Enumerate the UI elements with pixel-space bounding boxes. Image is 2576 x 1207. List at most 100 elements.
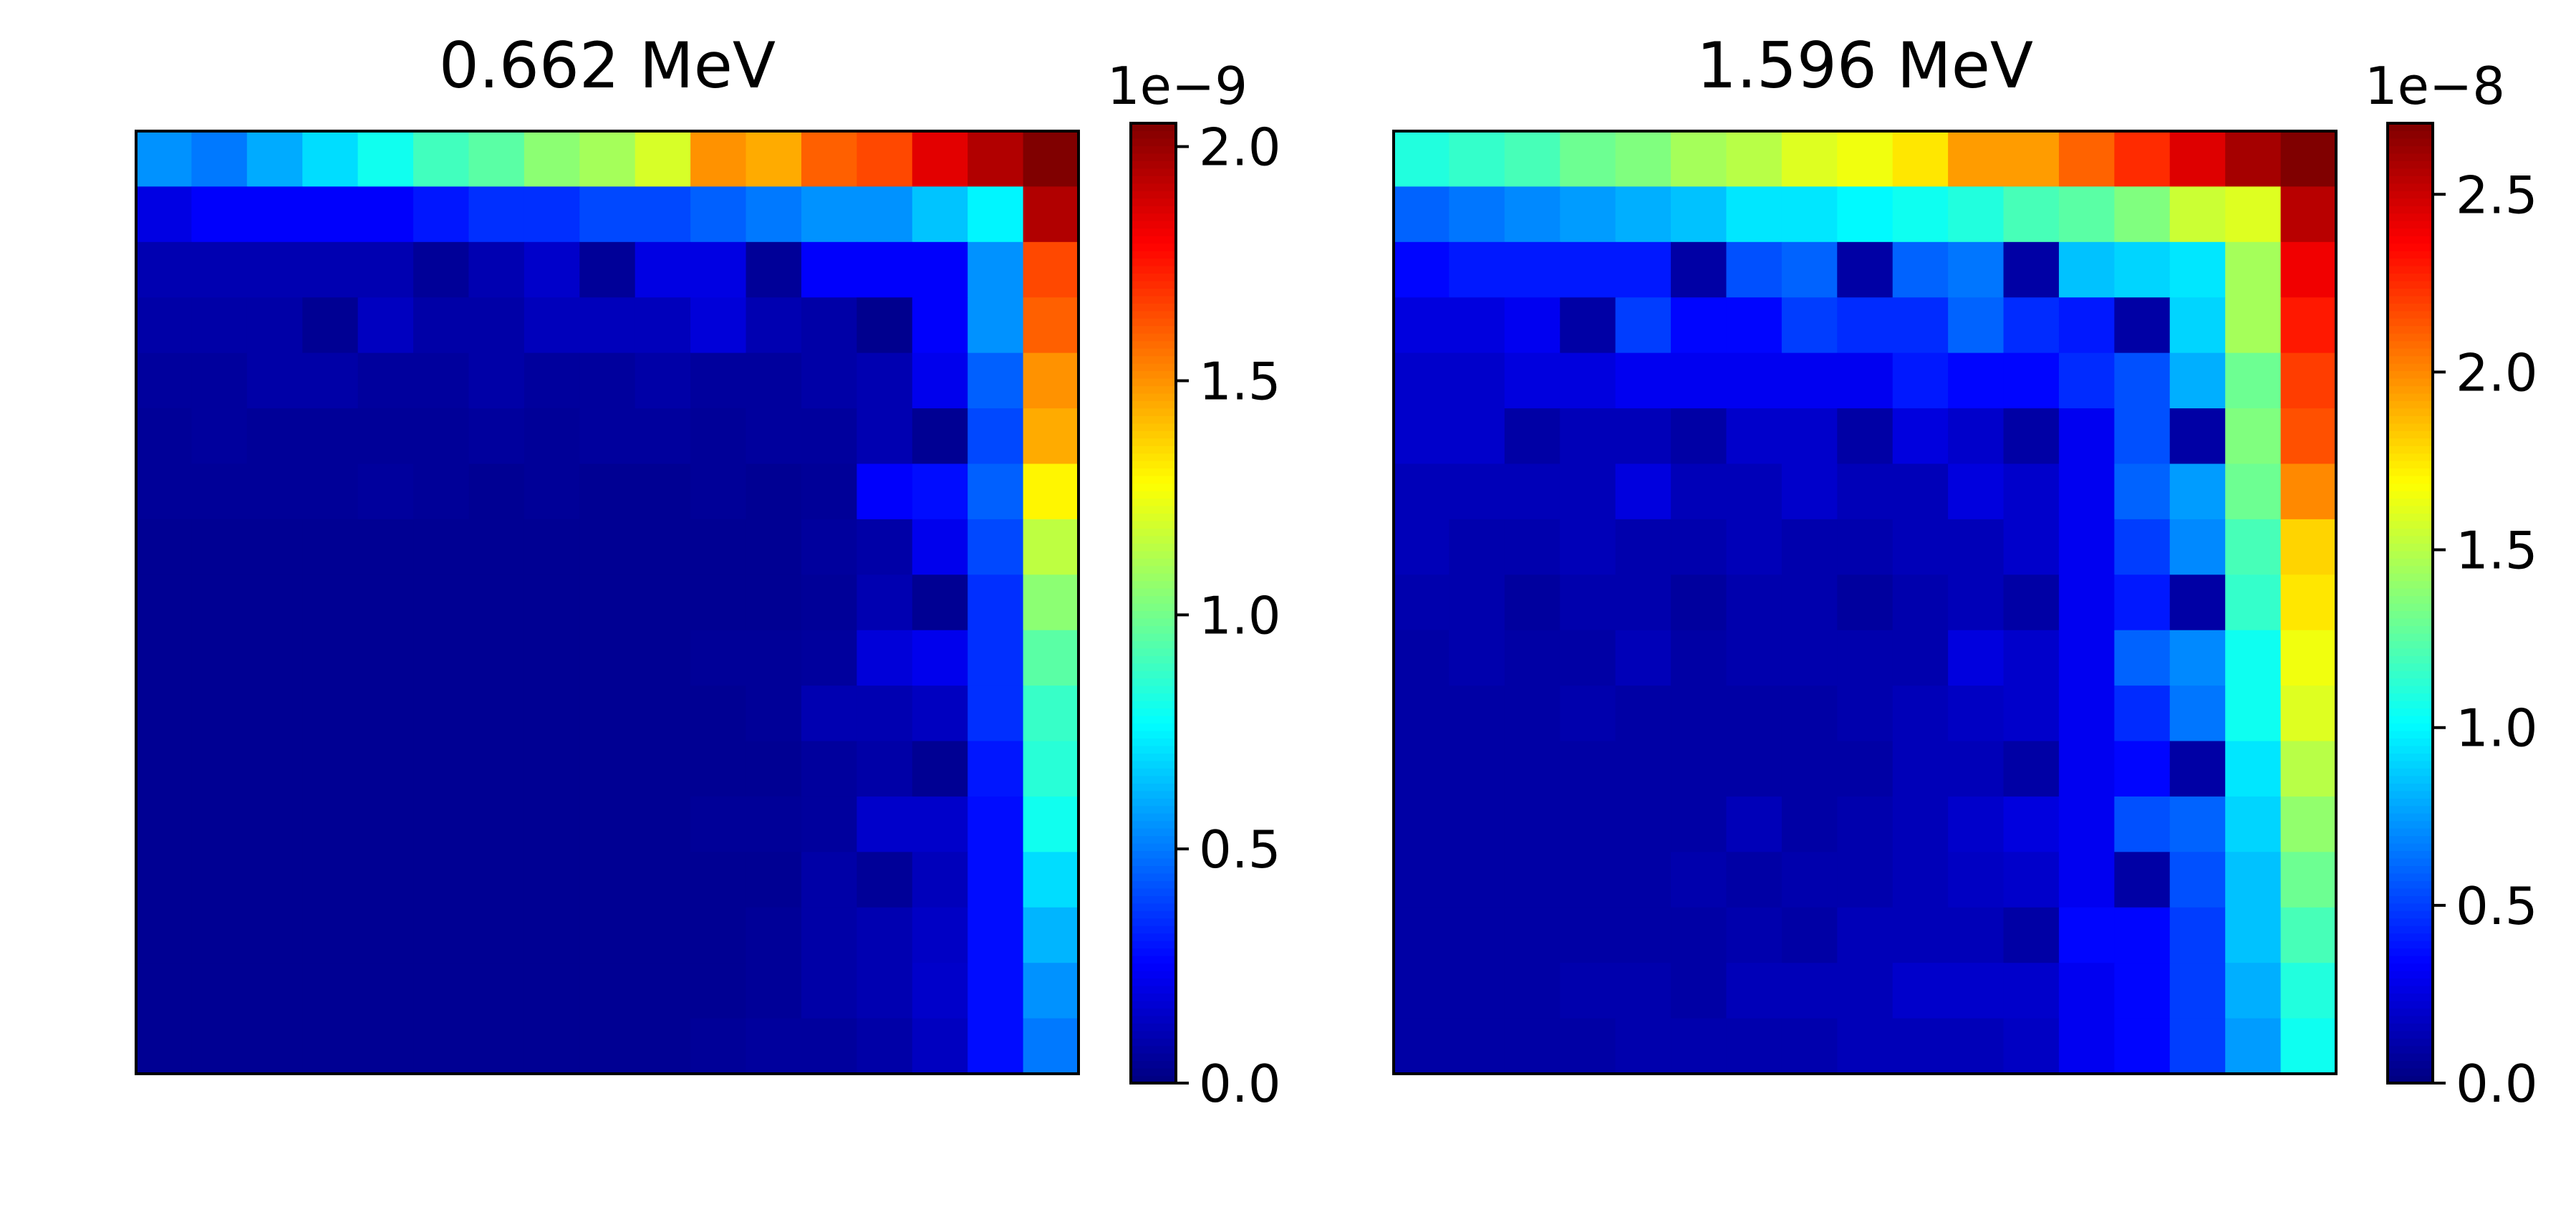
heatmap-cell bbox=[302, 963, 359, 1019]
heatmap-cell bbox=[136, 131, 193, 188]
heatmap-cell bbox=[968, 907, 1024, 963]
heatmap-cell bbox=[746, 741, 802, 797]
colorbar-band bbox=[2388, 1053, 2433, 1062]
colorbar-band bbox=[1131, 1038, 1176, 1047]
colorbar-band bbox=[1131, 145, 1176, 154]
heatmap-cell bbox=[524, 630, 580, 686]
heatmap-cell bbox=[1726, 741, 1783, 797]
colorbar-band bbox=[2388, 798, 2433, 807]
colorbar-band bbox=[2388, 768, 2433, 776]
heatmap-cell bbox=[246, 574, 303, 631]
colorbar-band bbox=[1131, 363, 1176, 372]
heatmap-cell bbox=[2280, 352, 2337, 409]
colorbar-band bbox=[2388, 250, 2433, 259]
heatmap-cell bbox=[2225, 1018, 2282, 1074]
colorbar-band bbox=[1131, 303, 1176, 312]
heatmap-cell bbox=[1023, 131, 1079, 188]
heatmap-cell bbox=[2280, 907, 2337, 963]
colorbar-band bbox=[2388, 236, 2433, 244]
heatmap-cell bbox=[2114, 131, 2171, 188]
heatmap-cell bbox=[1671, 352, 1727, 409]
heatmap-cell bbox=[1781, 741, 1838, 797]
heatmap-cell bbox=[1560, 297, 1616, 354]
heatmap-cell bbox=[2169, 907, 2226, 963]
heatmap-cell bbox=[1892, 463, 1949, 520]
heatmap-cell bbox=[857, 796, 913, 852]
heatmap-cell bbox=[912, 907, 968, 963]
heatmap-cell bbox=[1504, 241, 1560, 298]
colorbar-band bbox=[1131, 355, 1176, 364]
heatmap-cell bbox=[2169, 630, 2226, 686]
heatmap-cell bbox=[1504, 352, 1560, 409]
colorbar-tick-label: 0.0 bbox=[2456, 1054, 2538, 1114]
colorbar-band bbox=[2388, 168, 2433, 176]
colorbar-band bbox=[1131, 941, 1176, 949]
heatmap-cell bbox=[2280, 796, 2337, 852]
heatmap-cell bbox=[246, 963, 303, 1019]
colorbar-band bbox=[2388, 805, 2433, 814]
heatmap-cell bbox=[2003, 796, 2060, 852]
heatmap-cell bbox=[524, 131, 580, 188]
colorbar-band bbox=[2388, 446, 2433, 454]
colorbar-frame bbox=[2386, 122, 2434, 1085]
heatmap-cell bbox=[524, 463, 580, 520]
heatmap-cell bbox=[468, 741, 525, 797]
heatmap-cell bbox=[1671, 1018, 1727, 1074]
heatmap-cell bbox=[690, 1018, 747, 1074]
colorbar-band bbox=[2388, 461, 2433, 469]
heatmap-cell bbox=[2169, 352, 2226, 409]
colorbar-band bbox=[2388, 558, 2433, 567]
heatmap-cell bbox=[2225, 352, 2282, 409]
heatmap-cell bbox=[1560, 852, 1616, 908]
heatmap-cell bbox=[302, 630, 359, 686]
heatmap-cell bbox=[857, 574, 913, 631]
heatmap-cell bbox=[1023, 907, 1079, 963]
heatmap-cell bbox=[1560, 796, 1616, 852]
colorbar-band bbox=[1131, 130, 1176, 139]
colorbar-band bbox=[2388, 775, 2433, 784]
colorbar-gradient bbox=[2388, 123, 2433, 1084]
heatmap-cell bbox=[1726, 408, 1783, 465]
heatmap-cell bbox=[1948, 297, 2005, 354]
heatmap-cell bbox=[1449, 852, 1505, 908]
colorbar-band bbox=[1131, 505, 1176, 514]
colorbar-band bbox=[2388, 303, 2433, 312]
colorbar-band bbox=[1131, 648, 1176, 656]
colorbar-band bbox=[1131, 993, 1176, 1001]
heatmap-cell bbox=[524, 352, 580, 409]
heatmap-cell bbox=[1781, 907, 1838, 963]
colorbar-band bbox=[2388, 198, 2433, 206]
heatmap-frame bbox=[1392, 130, 2338, 1075]
heatmap-cell bbox=[1837, 574, 1894, 631]
heatmap-cell bbox=[2003, 907, 2060, 963]
heatmap-cell bbox=[1023, 519, 1079, 575]
colorbar-band bbox=[2388, 476, 2433, 484]
heatmap-cell bbox=[1892, 630, 1949, 686]
heatmap-cell bbox=[1449, 796, 1505, 852]
heatmap-cell bbox=[857, 1018, 913, 1074]
heatmap-cell bbox=[1504, 186, 1560, 243]
colorbar-band bbox=[1131, 221, 1176, 229]
heatmap-cell bbox=[1837, 741, 1894, 797]
colorbar-band bbox=[1131, 160, 1176, 169]
heatmap-cell bbox=[1671, 186, 1727, 243]
heatmap-cell bbox=[413, 907, 470, 963]
colorbar-band bbox=[1131, 438, 1176, 446]
heatmap-cell bbox=[468, 1018, 525, 1074]
heatmap-cell bbox=[579, 186, 636, 243]
colorbar-band bbox=[1131, 895, 1176, 904]
heatmap-cell bbox=[1449, 686, 1505, 742]
heatmap-cell bbox=[2003, 852, 2060, 908]
colorbar-band bbox=[2388, 310, 2433, 319]
heatmap-cell bbox=[690, 574, 747, 631]
heatmap-cell bbox=[1023, 741, 1079, 797]
colorbar-band bbox=[1131, 857, 1176, 867]
colorbar-band bbox=[2388, 535, 2433, 544]
heatmap-cell bbox=[136, 686, 193, 742]
heatmap-cell bbox=[1726, 907, 1783, 963]
heatmap-cell bbox=[912, 519, 968, 575]
heatmap-cell bbox=[690, 686, 747, 742]
heatmap-cell bbox=[246, 796, 303, 852]
heatmap-cell bbox=[1394, 297, 1450, 354]
heatmap-cell bbox=[357, 186, 414, 243]
